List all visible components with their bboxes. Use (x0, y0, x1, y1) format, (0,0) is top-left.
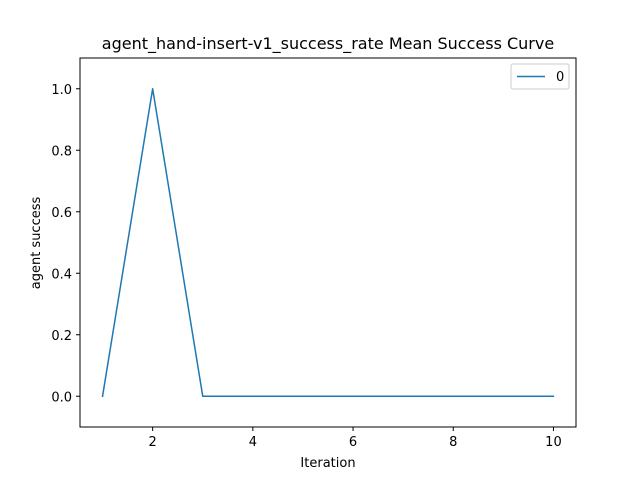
x-tick-label: 8 (449, 435, 457, 450)
x-axis-label: Iteration (300, 456, 355, 471)
y-tick-label: 0.2 (51, 329, 72, 344)
y-axis-label: agent success (29, 197, 44, 290)
series-line (101, 88, 555, 398)
x-tick-label: 4 (249, 435, 257, 450)
y-tick-label: 0.8 (51, 144, 72, 159)
plot-area (79, 57, 577, 428)
plot-frame (79, 57, 577, 428)
y-axis-ticks: 0.0 0.2 0.4 0.6 0.8 1.0 (51, 83, 80, 405)
x-axis-ticks: 2 4 6 8 10 (149, 427, 562, 450)
y-tick-label: 0.6 (51, 206, 72, 221)
x-tick-label: 6 (349, 435, 357, 450)
x-tick-label: 10 (545, 435, 562, 450)
legend-label: 0 (556, 70, 564, 85)
y-tick-label: 0.0 (51, 390, 72, 405)
series-layer (101, 88, 555, 398)
x-tick-label: 2 (149, 435, 157, 450)
y-tick-label: 1.0 (51, 83, 72, 98)
chart-title: agent_hand-insert-v1_success_rate Mean S… (102, 34, 554, 54)
legend: 0 (510, 63, 570, 90)
y-tick-label: 0.4 (51, 267, 72, 282)
